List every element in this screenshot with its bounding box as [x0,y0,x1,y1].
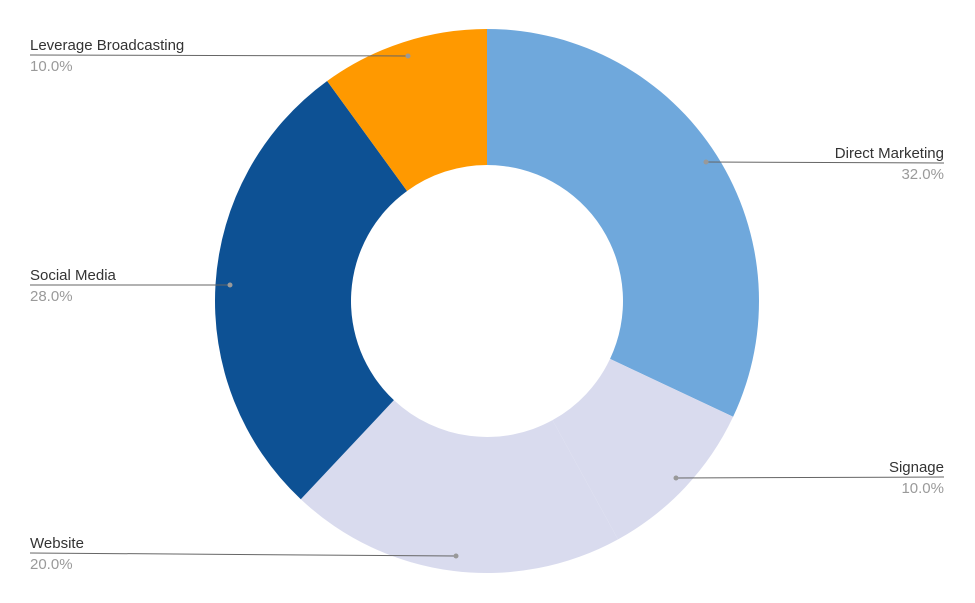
leader-dot [703,159,709,165]
slice-signage [552,358,734,540]
donut-slices [215,29,760,573]
leader-dot [227,282,233,288]
slice-label: Website [30,535,84,552]
slice-percent-label: 10.0% [30,58,73,75]
leader-line [705,161,945,164]
slice-percent-label: 10.0% [901,480,944,497]
slice-label: Direct Marketing [835,145,944,162]
leader-dot [673,475,679,481]
slice-percent-label: 32.0% [901,166,944,183]
slice-percent-label: 28.0% [30,288,73,305]
leader-line [29,552,457,557]
slice-label: Social Media [30,267,117,284]
leader-dot [405,53,411,59]
slice-labels: Direct Marketing 32.0% Signage 10.0% Website… [30,37,944,573]
slice-social-media [215,80,408,500]
slice-leverage-broadcasting [327,29,487,191]
leader-line [29,54,409,57]
slice-label: Signage [889,459,944,476]
slice-percent-label: 20.0% [30,556,73,573]
slice-website [300,400,619,573]
leader-line [675,476,945,479]
leader-lines [29,53,945,559]
slice-direct-marketing [487,29,760,417]
slice-label: Leverage Broadcasting [30,37,184,54]
leader-dot [453,553,459,559]
